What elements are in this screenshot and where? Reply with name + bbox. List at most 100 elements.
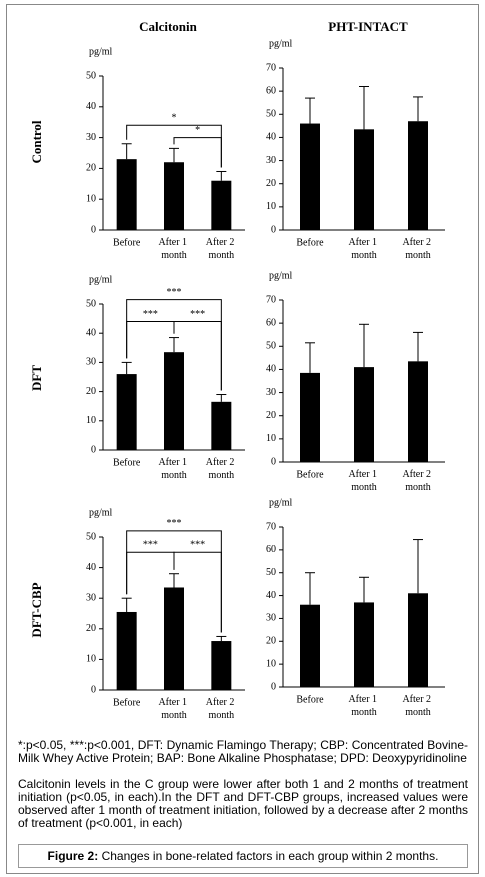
y-tick-label: 50 [86, 531, 96, 542]
label-line: After 2 [206, 237, 237, 248]
error-bar [413, 96, 423, 122]
x-tick-label: After 2 month [402, 469, 433, 493]
label-line: month [405, 250, 431, 261]
x-tick-label: After 2 month [206, 237, 237, 261]
y-tick-label: 30 [266, 387, 276, 398]
label-line: month [351, 482, 377, 493]
label-line: After 2 [402, 469, 433, 480]
column-title: Calcitonin [139, 19, 198, 34]
label-line: month [405, 707, 431, 718]
y-tick-label: 0 [91, 684, 96, 695]
y-tick-label: 20 [266, 636, 276, 647]
y-tick-label: 40 [266, 364, 276, 375]
y-tick-label: 50 [266, 341, 276, 352]
label-line: After 2 [402, 237, 433, 248]
bar [164, 162, 184, 230]
label-line: month [209, 250, 235, 261]
y-tick-label: 40 [86, 101, 96, 112]
y-tick-label: 10 [266, 658, 276, 669]
y-tick-label: 10 [86, 193, 96, 204]
error-bar [121, 143, 132, 160]
label-line: After 2 [402, 694, 433, 705]
y-tick-label: 50 [266, 109, 276, 120]
significance-label: *** [167, 518, 182, 529]
y-tick-label: 0 [91, 224, 96, 235]
significance-label: *** [190, 540, 205, 551]
x-tick-label: After 1 month [348, 237, 379, 261]
label-line: month [209, 470, 235, 481]
x-tick-label: After 1 month [348, 694, 379, 718]
x-tick-label: After 1 month [158, 697, 189, 721]
y-tick-label: 20 [266, 178, 276, 189]
error-bar [305, 97, 315, 124]
y-tick-label: 70 [266, 294, 276, 305]
bar [354, 129, 374, 230]
x-tick-label: After 2 month [402, 694, 433, 718]
x-tick-label: Before [113, 237, 141, 248]
error-bar [413, 539, 423, 594]
significance-label: *** [190, 309, 205, 320]
bar [211, 641, 232, 690]
significance-label: *** [143, 540, 158, 551]
label-line: After 2 [206, 697, 237, 708]
label-line: month [351, 250, 377, 261]
y-tick-label: 10 [266, 433, 276, 444]
y-tick-label: 50 [86, 298, 96, 309]
figure: Calcitonin PHT-INTACT Control DFT DFT-CB… [29, 19, 445, 721]
bar [116, 159, 137, 230]
bar [211, 180, 232, 230]
y-tick-label: 40 [266, 132, 276, 143]
y-tick-label: 40 [266, 590, 276, 601]
error-bar [413, 331, 423, 362]
y-unit: pg/ml [89, 46, 113, 57]
significance-label: *** [143, 309, 158, 320]
bar [116, 611, 137, 690]
bar [354, 367, 374, 462]
error-bar [169, 337, 179, 353]
y-tick-label: 40 [86, 327, 96, 338]
error-bar [305, 572, 315, 605]
y-tick-label: 10 [266, 201, 276, 212]
y-tick-label: 20 [86, 386, 96, 397]
y-tick-label: 60 [266, 544, 276, 555]
error-bar [121, 361, 132, 375]
y-unit: pg/ml [269, 497, 293, 508]
bar [164, 587, 184, 690]
error-bar [216, 394, 227, 402]
error-bar [121, 597, 132, 612]
error-bar [305, 342, 315, 373]
x-tick-label: Before [113, 457, 141, 468]
significance-bracket [173, 551, 222, 633]
label-line: After 1 [158, 697, 189, 708]
row-label: Control [29, 120, 44, 163]
label-line: After 1 [348, 237, 379, 248]
x-tick-label: After 2 month [402, 237, 433, 261]
y-tick-label: 30 [86, 592, 96, 603]
y-tick-label: 0 [271, 224, 276, 235]
x-tick-label: Before [296, 237, 324, 248]
x-tick-label: After 1 month [348, 469, 379, 493]
bar [300, 123, 320, 230]
x-tick-label: After 2 month [206, 697, 237, 721]
label-line: month [405, 482, 431, 493]
y-tick-label: 10 [86, 415, 96, 426]
y-unit: pg/ml [89, 507, 113, 518]
note: *:p<0.05, ***:p<0.001, DFT: Dynamic Flam… [18, 738, 468, 765]
y-tick-label: 40 [86, 562, 96, 573]
significance-bracket [173, 137, 222, 168]
error-bar [216, 635, 227, 642]
label-line: After 1 [348, 469, 379, 480]
y-tick-label: 20 [86, 163, 96, 174]
label-line: After 1 [348, 694, 379, 705]
y-tick-label: 30 [86, 357, 96, 368]
significance-label: * [195, 125, 200, 136]
bar [164, 352, 184, 450]
x-tick-label: After 2 month [206, 457, 237, 481]
y-tick-label: 60 [266, 317, 276, 328]
figure-caption: Changes in bone-related factors in each … [101, 849, 439, 863]
note: Calcitonin levels in the C group were lo… [18, 777, 468, 830]
significance-label: *** [167, 287, 182, 298]
y-unit: pg/ml [269, 38, 293, 49]
label-line: After 1 [158, 457, 189, 468]
y-unit: pg/ml [269, 270, 293, 281]
